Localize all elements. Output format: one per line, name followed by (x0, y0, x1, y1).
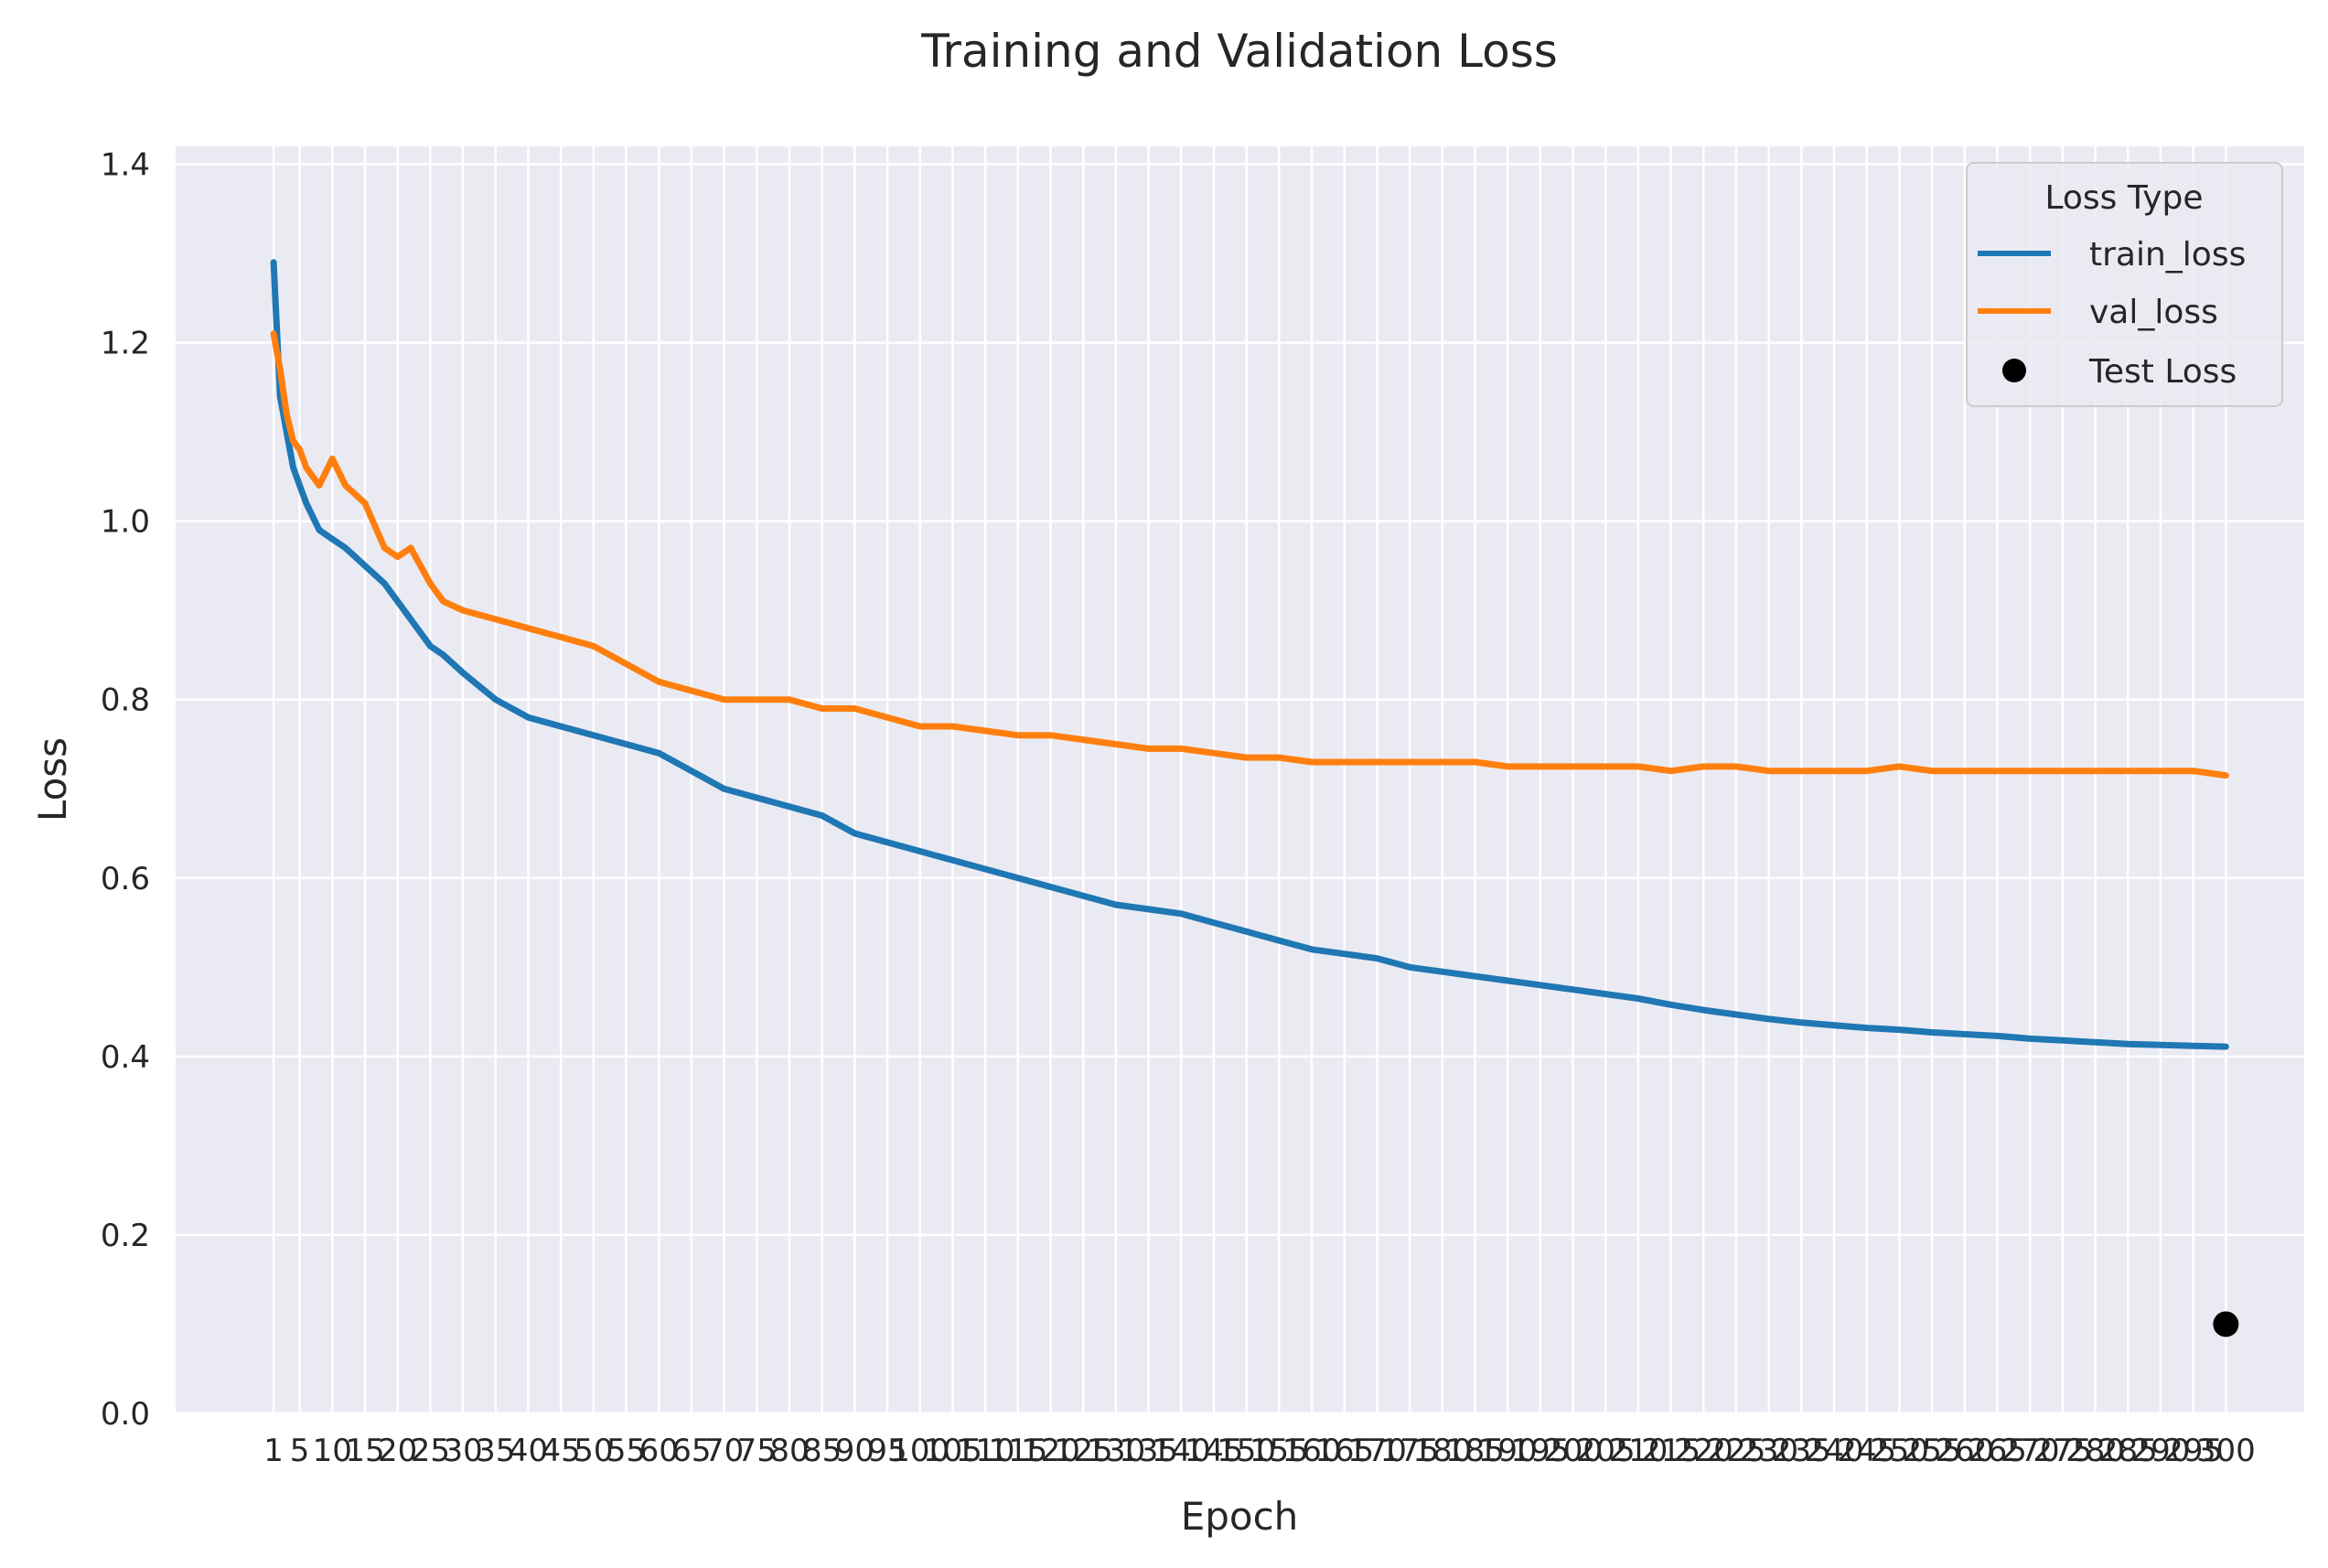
x-tick-label: 140 (1152, 1433, 1211, 1469)
x-tick-label: 190 (1478, 1433, 1538, 1469)
series-line-val-loss (270, 330, 2229, 779)
x-tick-label: 230 (1739, 1433, 1798, 1469)
x-tick-label: 265 (1968, 1433, 2027, 1469)
x-tick-label: 70 (704, 1433, 744, 1469)
x-tick-label: 150 (1217, 1433, 1276, 1469)
x-tick-label: 25 (411, 1433, 450, 1469)
x-axis-label: Epoch (1181, 1494, 1299, 1539)
x-tick-label: 145 (1184, 1433, 1243, 1469)
legend-title: Loss Type (2044, 179, 2203, 217)
x-tick-label: 65 (671, 1433, 711, 1469)
x-tick-label: 220 (1674, 1433, 1733, 1469)
y-axis: 0.0 0.2 0.4 0.6 0.8 1.0 1.2 1.4 (101, 147, 150, 1433)
x-tick-label: 110 (956, 1433, 1015, 1469)
test-loss-point (2213, 1311, 2239, 1337)
legend-label-test-loss: Test Loss (2088, 353, 2237, 391)
legend-label-train-loss: train_loss (2089, 236, 2246, 274)
x-tick-label: 80 (769, 1433, 809, 1469)
x-tick-label: 55 (606, 1433, 646, 1469)
x-tick-label: 155 (1250, 1433, 1309, 1469)
legend-box (1966, 162, 2283, 407)
x-tick-label: 275 (2033, 1433, 2092, 1469)
x-tick-label: 75 (737, 1433, 777, 1469)
y-tick-label: 0.2 (101, 1218, 150, 1254)
x-tick-label: 255 (1903, 1433, 1962, 1469)
x-tick-label: 285 (2098, 1433, 2158, 1469)
x-tick-label: 30 (443, 1433, 482, 1469)
x-tick-label: 270 (2001, 1433, 2060, 1469)
x-tick-label: 300 (2196, 1433, 2256, 1469)
x-tick-label: 135 (1119, 1433, 1178, 1469)
x-tick-label: 215 (1641, 1433, 1700, 1469)
x-tick-label: 90 (835, 1433, 874, 1469)
x-tick-label: 130 (1086, 1433, 1145, 1469)
legend: Loss Type train_loss val_loss Test Loss (1966, 162, 2283, 407)
legend-marker-test-loss (2002, 359, 2026, 382)
x-tick-label: 235 (1772, 1433, 1831, 1469)
series-line-train-loss (270, 259, 2229, 1050)
y-tick-label: 1.2 (101, 326, 150, 362)
plot-area (176, 146, 2304, 1413)
y-tick-label: 0.6 (101, 861, 150, 897)
y-axis-label: Loss (30, 737, 75, 822)
x-tick-label: 225 (1707, 1433, 1766, 1469)
x-tick-label: 50 (574, 1433, 613, 1469)
x-tick-label: 5 (290, 1433, 310, 1469)
x-tick-label: 175 (1380, 1433, 1440, 1469)
x-tick-label: 245 (1837, 1433, 1896, 1469)
x-tick-label: 250 (1870, 1433, 1929, 1469)
x-tick-label: 15 (345, 1433, 384, 1469)
x-tick-label: 165 (1314, 1433, 1374, 1469)
x-tick-label: 200 (1543, 1433, 1603, 1469)
x-tick-label: 20 (378, 1433, 417, 1469)
x-tick-label: 260 (1935, 1433, 1994, 1469)
x-tick-label: 280 (2065, 1433, 2125, 1469)
x-tick-label: 210 (1608, 1433, 1668, 1469)
x-tick-label: 195 (1510, 1433, 1570, 1469)
x-tick-label: 290 (2131, 1433, 2191, 1469)
x-tick-label: 60 (639, 1433, 679, 1469)
x-tick-label: 10 (313, 1433, 352, 1469)
legend-label-val-loss: val_loss (2089, 294, 2218, 331)
x-tick-label: 120 (1021, 1433, 1080, 1469)
x-tick-label: 100 (890, 1433, 949, 1469)
x-axis: 1 5 10152025303540455055606570758085909510… (263, 1433, 2256, 1469)
y-tick-label: 0.0 (101, 1396, 150, 1433)
series-layer (270, 259, 2239, 1337)
x-tick-label: 40 (509, 1433, 548, 1469)
x-tick-label: 125 (1054, 1433, 1113, 1469)
x-tick-label: 1 (263, 1433, 284, 1469)
x-tick-label: 180 (1412, 1433, 1472, 1469)
x-tick-label: 295 (2163, 1433, 2223, 1469)
x-tick-label: 95 (867, 1433, 907, 1469)
x-tick-label: 85 (802, 1433, 842, 1469)
y-tick-label: 0.4 (101, 1039, 150, 1076)
x-tick-label: 170 (1347, 1433, 1407, 1469)
x-tick-label: 105 (923, 1433, 982, 1469)
y-tick-label: 1.4 (101, 147, 150, 184)
x-tick-label: 240 (1805, 1433, 1864, 1469)
chart-title: Training and Validation Loss (920, 25, 1558, 78)
x-tick-label: 35 (476, 1433, 515, 1469)
grid (176, 146, 2304, 1415)
x-tick-label: 115 (988, 1433, 1047, 1469)
x-tick-label: 205 (1576, 1433, 1636, 1469)
x-tick-label: 45 (542, 1433, 581, 1469)
y-tick-label: 0.8 (101, 682, 150, 719)
x-tick-label: 185 (1445, 1433, 1505, 1469)
x-tick-label: 160 (1282, 1433, 1342, 1469)
y-tick-label: 1.0 (101, 504, 150, 541)
